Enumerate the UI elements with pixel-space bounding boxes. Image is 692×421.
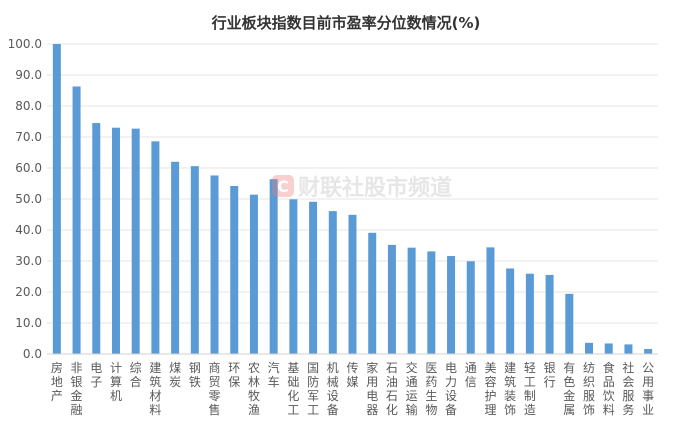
x-tick-label: 建筑装饰	[504, 361, 516, 417]
watermark-text: 财联社股市频道	[298, 176, 453, 201]
y-tick-label: 90.0	[15, 68, 42, 82]
x-tick-label: 计算机	[110, 361, 122, 403]
bar	[407, 247, 416, 354]
bar	[249, 194, 258, 354]
x-tick-label: 食品饮料	[603, 360, 615, 417]
x-tick-label: 机械设备	[327, 361, 339, 417]
x-tick-label: 综合	[130, 361, 142, 389]
bar	[328, 211, 337, 354]
y-tick-label: 50.0	[15, 192, 42, 206]
y-tick-label: 70.0	[15, 130, 42, 144]
bar	[624, 344, 633, 354]
x-tick-label: 社会服务	[622, 360, 634, 417]
x-tick-label: 商贸零售	[209, 360, 221, 417]
x-tick-label: 公用事业	[642, 361, 654, 417]
bar	[190, 166, 199, 354]
y-tick-label: 20.0	[15, 285, 42, 299]
y-tick-label: 80.0	[15, 99, 42, 113]
bar	[368, 232, 377, 354]
x-tick-label: 交通运输	[406, 360, 418, 417]
y-tick-label: 30.0	[15, 254, 42, 268]
y-tick-label: 0.0	[23, 347, 42, 361]
x-tick-label: 银行	[544, 361, 556, 389]
bar	[151, 141, 160, 354]
bar	[644, 349, 653, 354]
bar	[447, 256, 456, 354]
x-tick-label: 有色金属	[563, 361, 575, 417]
y-tick-label: 40.0	[15, 223, 42, 237]
bar	[269, 179, 278, 354]
bar	[348, 214, 357, 354]
x-tick-label: 建筑材料	[149, 361, 161, 417]
bar	[604, 343, 613, 354]
bar	[111, 127, 120, 354]
x-tick-label: 农林牧渔	[248, 361, 260, 417]
y-tick-label: 100.0	[8, 37, 42, 51]
x-tick-label: 纺织服饰	[583, 361, 595, 417]
x-tick-label: 轻工制造	[524, 361, 536, 417]
bar	[92, 123, 101, 354]
x-tick-label: 基础化工	[287, 361, 299, 417]
x-tick-label: 国防军工	[307, 361, 319, 417]
y-axis-ticks: 0.0 10.0 20.0 30.0 40.0 50.0 60.0 70.0 80.0 90.0 1…	[8, 37, 42, 361]
x-tick-label: 通信	[465, 361, 477, 389]
bar	[466, 261, 475, 354]
x-tick-label: 电力设备	[445, 361, 457, 417]
x-axis-labels: 房地产非银金融电子计算机综合建筑材料煤炭钢铁商贸零售环保农林牧渔汽车基础化工国防…	[51, 360, 654, 417]
bar	[506, 268, 515, 354]
bar	[72, 86, 81, 354]
watermark: C 财联社股市频道	[272, 170, 452, 202]
x-tick-label: 煤炭	[169, 361, 181, 389]
bar	[230, 185, 239, 354]
chart-title: 行业板块指数目前市盈率分位数情况(%)	[211, 14, 481, 32]
x-tick-label: 家用电器	[366, 360, 378, 417]
bar	[309, 201, 318, 354]
x-tick-label: 环保	[228, 361, 240, 389]
x-tick-label: 医药生物	[425, 361, 437, 417]
bar	[52, 44, 61, 354]
bar	[545, 274, 554, 354]
x-tick-label: 房地产	[51, 360, 63, 403]
bar	[565, 293, 574, 354]
x-tick-label: 汽车	[268, 360, 280, 389]
x-tick-label: 电子	[90, 361, 102, 389]
x-tick-label: 传媒	[346, 360, 358, 389]
x-tick-label: 钢铁	[189, 361, 201, 389]
bar	[210, 175, 219, 354]
bar	[525, 273, 534, 354]
x-tick-label: 石油石化	[386, 361, 398, 417]
watermark-logo-icon: C	[272, 175, 294, 197]
y-tick-label: 10.0	[15, 316, 42, 330]
bar	[486, 247, 495, 354]
bar	[585, 342, 594, 354]
bar	[427, 251, 436, 354]
bar	[131, 128, 140, 354]
bar	[387, 244, 396, 354]
bar	[289, 199, 298, 354]
x-tick-label: 非银金融	[71, 361, 83, 417]
x-tick-label: 美容护理	[484, 361, 496, 417]
y-tick-label: 60.0	[15, 161, 42, 175]
bar	[171, 161, 180, 354]
bars	[52, 44, 653, 354]
